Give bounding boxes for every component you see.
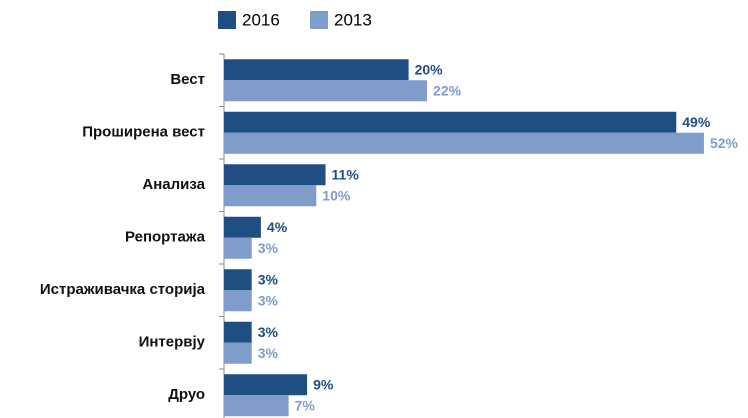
legend-label: 2016 [242,10,280,29]
legend-swatch [218,11,236,29]
value-label: 20% [415,61,444,77]
value-label: 7% [295,397,316,413]
value-label: 49% [682,114,711,130]
bar [224,216,261,238]
value-label: 52% [710,135,739,151]
value-label: 4% [267,219,288,235]
bar [224,321,252,343]
value-label: 9% [313,376,334,392]
value-label: 11% [332,166,360,182]
legend-label: 2013 [334,10,372,29]
value-label: 3% [258,271,279,287]
category-label: Проширена вест [82,124,205,141]
bar [224,395,289,417]
legend-swatch [310,11,328,29]
value-label: 3% [258,324,279,340]
bar [224,237,252,259]
bar [224,132,704,154]
bar [224,80,428,102]
category-label: Истраживачка сторија [40,281,206,298]
bar [224,164,326,186]
bar [224,111,677,133]
bar [224,374,308,396]
bar [224,290,252,312]
category-label: Анализа [142,176,205,193]
category-label: Вест [170,71,205,88]
value-label: 3% [258,240,279,256]
bar [224,59,409,81]
category-label: Друо [168,386,205,403]
value-label: 3% [258,345,279,361]
value-label: 22% [433,82,462,98]
bar [224,342,252,364]
category-label: Репортажа [125,229,206,246]
value-label: 3% [258,292,279,308]
bar [224,269,252,291]
category-label: Интервју [139,334,206,351]
bar [224,185,317,207]
value-label: 10% [322,187,351,203]
